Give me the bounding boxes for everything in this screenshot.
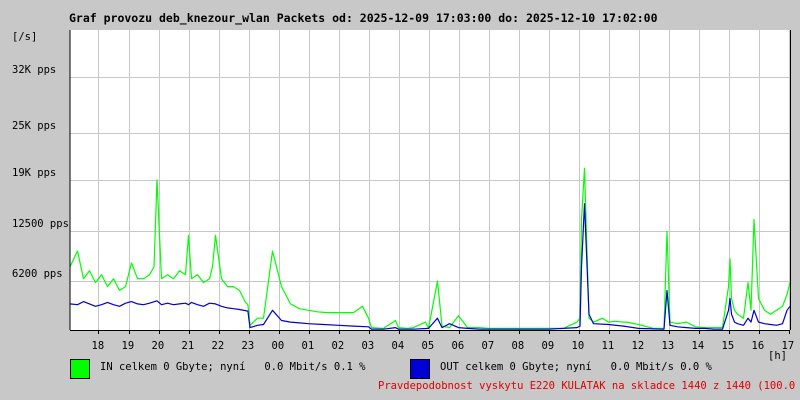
x-tick-label: 02 xyxy=(331,340,345,352)
x-tick-label: 01 xyxy=(301,340,315,352)
legend-in-swatch xyxy=(70,359,90,379)
x-tick-label: 07 xyxy=(481,340,495,352)
y-axis-unit-label: [/s] xyxy=(12,31,38,43)
legend-out-label: OUT celkem 0 Gbyte; nyní 0.0 Mbit/s 0.0 … xyxy=(440,361,712,373)
x-tick-label: 22 xyxy=(211,340,225,352)
x-tick-label: 21 xyxy=(181,340,195,352)
x-tick-label: 04 xyxy=(391,340,405,352)
x-tick-label: 18 xyxy=(91,340,105,352)
series-line-in xyxy=(69,167,791,329)
x-tick-label: 00 xyxy=(271,340,285,352)
x-tick-label: 03 xyxy=(361,340,375,352)
y-tick-label: 12500 pps xyxy=(12,218,69,231)
y-tick-label: 19K pps xyxy=(12,167,57,179)
x-tick-label: 09 xyxy=(541,340,555,352)
y-tick-label: 25K pps xyxy=(12,119,57,132)
x-tick-label: 20 xyxy=(151,340,165,352)
x-tick-label: 13 xyxy=(661,340,675,352)
x-axis-unit-label: [h] xyxy=(768,350,787,362)
series-line-out xyxy=(69,203,791,330)
x-tick-label: 17 xyxy=(781,340,795,352)
legend-out-swatch xyxy=(410,359,430,379)
x-tick-label: 06 xyxy=(451,340,465,352)
x-tick-label: 16 xyxy=(751,340,765,352)
y-tick-label: 32K pps xyxy=(12,64,57,77)
y-tick-label: 6200 pps xyxy=(12,268,63,281)
x-tick-label: 19 xyxy=(121,340,135,352)
x-tick-label: 08 xyxy=(511,340,525,352)
x-tick-label: 23 xyxy=(241,340,255,352)
x-tick-label: 14 xyxy=(691,340,705,352)
chart-title: Graf provozu deb_knezour_wlan Packets od… xyxy=(69,11,658,25)
x-tick-label: 11 xyxy=(601,340,615,352)
footer-note: Pravdepodobnost vyskytu E220 KULATAK na … xyxy=(378,380,800,392)
legend-in-label: IN celkem 0 Gbyte; nyní 0.0 Mbit/s 0.1 % xyxy=(100,361,366,373)
x-tick-label: 12 xyxy=(631,340,645,352)
x-tick-label: 05 xyxy=(421,340,435,352)
x-tick-label: 10 xyxy=(571,340,585,352)
x-tick-label: 15 xyxy=(721,340,735,352)
